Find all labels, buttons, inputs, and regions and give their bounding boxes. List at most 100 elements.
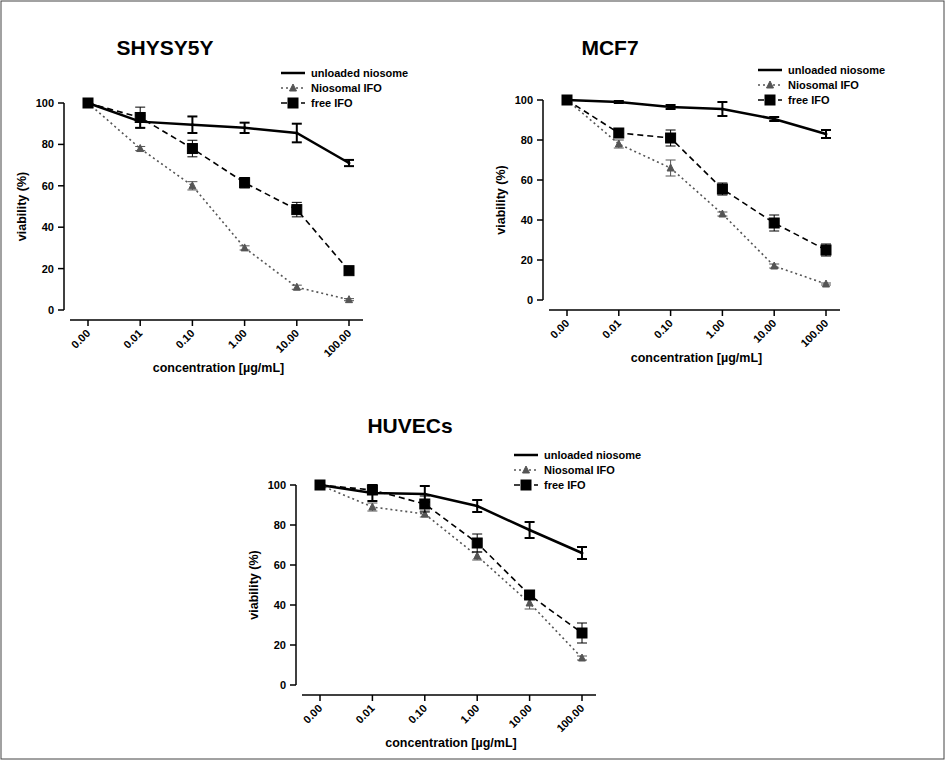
data-point [717,184,727,194]
data-point [666,133,676,143]
legend-label: unloaded niosome [311,67,408,79]
y-tick [290,684,296,686]
error-cap [525,521,535,523]
data-point [615,140,622,147]
data-point [667,164,674,171]
series-line [88,103,349,271]
data-point [420,499,430,509]
error-bar [666,130,676,146]
chart-panel: HUVECs0204060801000.000.010.101.0010.001… [247,414,641,750]
error-cap [420,496,430,497]
y-tick [58,309,64,311]
data-point [562,95,572,105]
error-cap [420,512,430,513]
x-tick [722,310,724,316]
error-stem [476,500,478,512]
x-tick [244,320,246,326]
x-tick [296,320,298,326]
series-line [320,485,582,658]
error-cap [292,141,302,143]
chart-title: HUVECs [367,414,452,437]
y-tick-label: 20 [42,263,54,275]
error-cap [367,511,377,512]
y-tick [537,139,543,141]
x-tick-label: 100.00 [798,317,830,349]
x-tick-label: 10.00 [751,317,779,345]
error-bar [577,547,587,559]
series-line [320,485,582,633]
legend-label: Niosomal IFO [788,79,859,91]
legend-marker [523,466,530,473]
y-tick [290,644,296,646]
data-point [581,552,584,555]
data-point [83,98,93,108]
x-tick-label: 1.00 [225,327,249,351]
error-cap [821,129,831,131]
x-tick-label: 10.00 [273,327,301,355]
error-cap [717,115,727,117]
error-cap [292,123,302,125]
data-point [474,552,481,559]
error-cap [525,609,535,610]
error-bar [614,129,624,137]
x-tick-label: 0.01 [600,317,624,341]
x-axis-line [70,319,363,321]
x-tick [566,310,568,316]
legend-marker [765,95,775,105]
error-cap [821,256,831,257]
error-cap [187,132,197,134]
y-tick-label: 80 [521,134,533,146]
error-bar [525,522,535,538]
y-tick [58,268,64,270]
data-point [423,493,426,496]
y-tick-label: 80 [42,138,54,150]
x-tick-label: 0.00 [548,317,572,341]
x-tick-label: 100.00 [321,327,353,359]
x-tick [670,310,672,316]
x-tick [372,695,374,701]
y-tick-label: 20 [274,639,286,651]
plot-area [562,95,831,287]
error-bar [614,140,624,148]
data-point [243,126,246,129]
error-cap [577,643,587,644]
series-line [320,485,582,553]
legend-marker [521,480,531,490]
x-tick [529,695,531,701]
error-bar [769,215,779,231]
error-cap [717,101,727,103]
legend-swatch [758,69,782,72]
x-tick-label: 0.10 [406,702,430,726]
legend-label: free IFO [311,97,353,109]
error-bar [472,534,482,552]
y-tick [58,102,64,104]
y-tick-label: 0 [48,304,54,316]
legend-marker [288,98,298,108]
data-point [617,101,620,104]
frame [1,1,944,759]
error-bar [525,591,535,599]
error-bar [135,107,145,128]
y-tick-label: 0 [527,294,533,306]
x-tick [773,310,775,316]
legend: unloaded niosomeNiosomal IFOfree IFO [758,64,885,106]
y-tick-label: 80 [274,519,286,531]
error-cap [187,189,197,190]
x-tick-label: 0.01 [121,327,145,351]
y-tick-label: 60 [274,559,286,571]
data-point [293,283,300,290]
y-axis-line [542,100,544,300]
data-point [669,106,672,109]
y-tick [290,524,296,526]
legend-label: free IFO [544,479,586,491]
y-tick-label: 20 [521,254,533,266]
y-tick-label: 100 [268,479,286,491]
y-tick [290,484,296,486]
data-point [773,118,776,121]
error-cap [717,183,727,184]
figure: SHYSY5Y0204060801000.000.010.101.0010.00… [0,0,945,760]
data-point [825,133,828,136]
data-point [295,132,298,135]
legend-swatch [281,72,305,75]
data-point [369,503,376,510]
